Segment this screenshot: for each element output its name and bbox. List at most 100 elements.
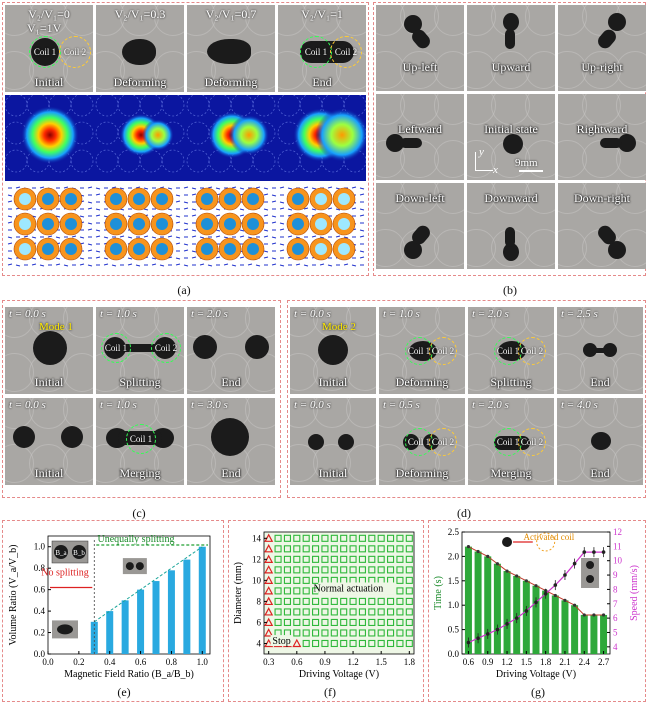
normal-marker — [368, 566, 376, 574]
normal-marker — [283, 618, 291, 626]
normal-marker — [349, 534, 357, 542]
tile-ring — [433, 228, 464, 268]
droplet — [591, 432, 611, 450]
normal-marker — [358, 629, 366, 637]
coil-outline — [186, 95, 210, 117]
normal-marker — [312, 629, 320, 637]
tile-ring — [435, 398, 465, 428]
normal-marker — [396, 629, 404, 637]
vector-arrow — [79, 257, 85, 260]
coil-outline — [70, 149, 94, 173]
vector-arrow — [119, 235, 125, 238]
panel-c-photo-1: t = 0.0 s Initial Mode 1 — [5, 307, 93, 394]
normal-marker — [312, 639, 320, 648]
vector-arrow — [15, 186, 21, 189]
vector-arrow — [7, 257, 13, 260]
normal-marker — [274, 566, 282, 574]
vector-arrow — [239, 208, 245, 211]
vector-arrow — [183, 249, 189, 252]
coil-outline — [161, 149, 185, 173]
normal-marker — [321, 597, 329, 605]
inset-droplet — [54, 545, 68, 559]
normal-marker — [405, 597, 413, 605]
tile-ring — [153, 5, 184, 36]
coil-core — [65, 243, 77, 255]
coil-2-marker: Coil 2 — [518, 337, 546, 365]
annotation-bg — [270, 635, 293, 647]
y-tick-label-left: 2.0 — [448, 551, 460, 561]
normal-marker — [358, 639, 366, 648]
vector-arrow — [111, 264, 117, 267]
time-label: t = 0.0 s — [9, 308, 46, 320]
vector-arrow — [87, 228, 93, 231]
y-axis-label-right: Speed (mm/s) — [629, 565, 640, 621]
vector-arrow — [23, 235, 29, 238]
panel-b-photo-8: Downward — [467, 183, 555, 269]
vector-arrow — [87, 186, 93, 189]
vector-arrow — [191, 235, 197, 238]
normal-marker — [358, 597, 366, 605]
vector-arrow — [279, 207, 285, 210]
vector-arrow — [183, 207, 189, 210]
normal-marker — [302, 587, 310, 595]
x-tick-label: 0.6 — [135, 657, 147, 667]
normal-marker — [330, 597, 338, 605]
caption-d: (d) — [457, 506, 471, 520]
coil-core — [156, 193, 168, 205]
vector-arrow — [159, 264, 165, 267]
coil-1-marker: Coil 1 — [300, 36, 332, 68]
normal-marker — [312, 597, 320, 605]
normal-marker — [368, 555, 376, 563]
normal-marker — [293, 566, 301, 574]
droplet — [618, 134, 636, 152]
droplet — [386, 134, 404, 152]
vector-arrow — [335, 235, 341, 238]
coil-outline — [48, 149, 72, 173]
normal-marker — [405, 608, 413, 616]
vector-arrow — [7, 236, 13, 239]
y-tick-label-right: 11 — [613, 541, 622, 551]
normal-marker — [340, 639, 348, 648]
vector-arrow — [175, 221, 181, 224]
y-tick-label: 0.8 — [34, 563, 46, 573]
time-point — [495, 562, 499, 566]
coil-core — [338, 193, 350, 205]
bar — [152, 581, 160, 654]
coil-outline — [139, 149, 163, 173]
normal-marker — [387, 597, 395, 605]
vector-arrow — [183, 186, 189, 189]
vector-arrow — [279, 243, 285, 246]
voltage-ratio-label: V₂/V₁=0 — [28, 7, 70, 21]
normal-marker — [312, 566, 320, 574]
vector-arrow — [287, 208, 293, 211]
tile-ring — [62, 307, 93, 338]
y-tick-label: 0.0 — [34, 649, 46, 659]
time-label: t = 2.0 s — [191, 308, 228, 320]
droplet — [503, 13, 519, 31]
tile-ring — [244, 444, 275, 484]
normal-marker — [302, 629, 310, 637]
tile-ring — [62, 398, 93, 429]
tile-ring — [615, 94, 646, 125]
vector-arrow — [143, 187, 149, 190]
bar — [167, 570, 175, 654]
y-tick-label: 0.2 — [34, 628, 45, 638]
normal-marker — [283, 608, 291, 616]
vector-arrow — [239, 235, 245, 238]
tile-ring — [524, 5, 555, 36]
coil-core — [224, 218, 236, 230]
normal-marker — [377, 566, 385, 574]
normal-marker — [330, 534, 338, 542]
normal-marker — [377, 618, 385, 626]
x-tick-label: 0.9 — [319, 657, 331, 667]
vector-arrow — [87, 249, 93, 252]
normal-marker — [302, 608, 310, 616]
vector-arrow — [359, 214, 365, 217]
vector-arrow — [15, 264, 21, 267]
coil-core — [19, 218, 31, 230]
normal-marker — [349, 566, 357, 574]
normal-marker — [321, 639, 329, 648]
coil-core — [42, 243, 54, 255]
state-label: Deforming — [395, 466, 449, 480]
vector-arrow — [79, 215, 85, 218]
